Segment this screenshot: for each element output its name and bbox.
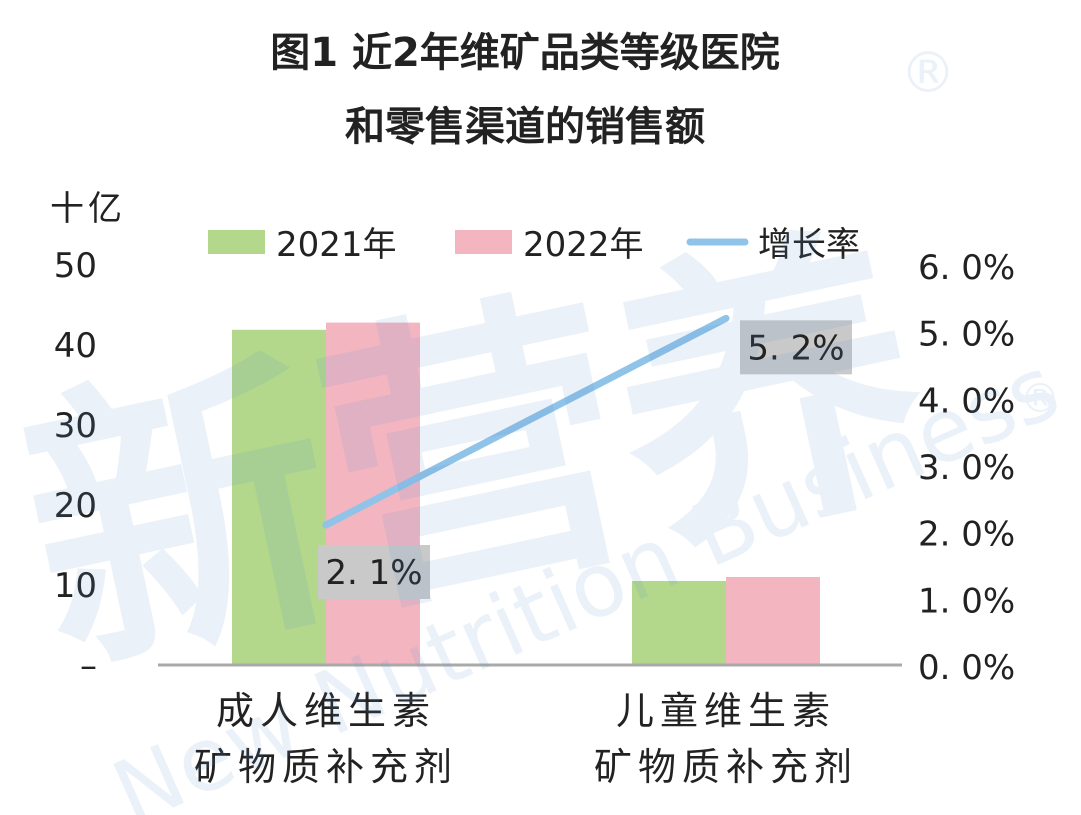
- y-axis-unit: 十亿: [50, 189, 126, 229]
- growth-label-box: [318, 545, 430, 599]
- category-label-adult-line-2: 矿物质补充剂: [194, 745, 458, 789]
- watermark-mark-1: ®: [900, 41, 956, 106]
- right-tick-label: 2. 0%: [918, 515, 1015, 555]
- growth-data-label: 5. 2%: [747, 328, 844, 368]
- legend-swatch-2021: [208, 230, 265, 254]
- watermark-mark-2: ®: [1020, 376, 1060, 422]
- left-tick-label: 50: [54, 246, 97, 286]
- bar-2021-adult: [232, 329, 326, 665]
- data-labels: 2. 1% 5. 2%: [318, 320, 852, 599]
- growth-label-box: [740, 320, 852, 375]
- chart-title-line-1: 图1 近2年维矿品类等级医院: [270, 30, 780, 76]
- category-label-adult-line-1: 成人维生素: [216, 689, 436, 733]
- watermark-logo: 新营养 New Nutrition Business ® ®: [0, 41, 1073, 815]
- right-tick-label: 3. 0%: [918, 448, 1015, 488]
- growth-rate-line: [322, 314, 730, 529]
- growth-data-label: 2. 1%: [325, 553, 422, 593]
- bar-2022-adult: [326, 322, 420, 665]
- left-tick-label: –: [80, 646, 97, 686]
- left-tick-label: 30: [54, 406, 97, 446]
- bar-2022-child: [726, 577, 820, 665]
- growth-line-layer: [322, 314, 730, 529]
- right-tick-label: 6. 0%: [918, 248, 1015, 288]
- right-axis-ticks: 0. 0% 1. 0% 2. 0% 3. 0% 4. 0% 5. 0% 6. 0%: [918, 248, 1015, 688]
- category-label-child-line-2: 矿物质补充剂: [594, 745, 858, 789]
- right-tick-label: 4. 0%: [918, 381, 1015, 421]
- left-axis-ticks: – 10 20 30 40 50: [54, 246, 97, 686]
- left-tick-label: 10: [54, 566, 97, 606]
- right-tick-label: 0. 0%: [918, 648, 1015, 688]
- left-tick-label: 20: [54, 486, 97, 526]
- legend-label-2022: 2022年: [523, 225, 644, 265]
- legend-label-growth: 增长率: [758, 225, 860, 265]
- right-tick-label: 1. 0%: [918, 581, 1015, 621]
- left-tick-label: 40: [54, 326, 97, 366]
- legend: 2021年 2022年 增长率: [208, 225, 860, 265]
- category-label-child-line-1: 儿童维生素: [616, 689, 836, 733]
- bars: [232, 322, 820, 665]
- bar-2021-child: [632, 581, 726, 665]
- legend-swatch-2022: [455, 230, 512, 254]
- legend-label-2021: 2021年: [276, 225, 397, 265]
- chart-title-line-2: 和零售渠道的销售额: [345, 104, 705, 150]
- right-tick-label: 5. 0%: [918, 315, 1015, 355]
